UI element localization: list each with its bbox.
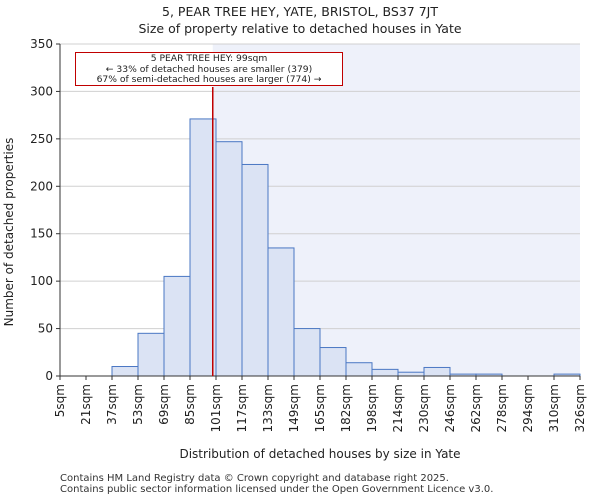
x-tick-label: 117sqm — [235, 384, 249, 432]
histogram-bar — [397, 371, 425, 377]
x-tick-label: 149sqm — [287, 384, 301, 432]
histogram-bar — [163, 275, 191, 377]
x-tick-label: 165sqm — [313, 384, 327, 432]
y-tick-label: 0 — [45, 369, 53, 383]
histogram-bar — [111, 366, 139, 377]
x-tick-label: 85sqm — [183, 384, 197, 425]
x-tick-label: 133sqm — [261, 384, 275, 432]
y-axis-label: Number of detached properties — [2, 138, 16, 327]
histogram-bar — [345, 362, 373, 377]
histogram-bar — [215, 141, 243, 377]
x-tick-label: 326sqm — [573, 384, 587, 432]
annotation-line-2: ← 33% of detached houses are smaller (37… — [105, 63, 313, 75]
x-tick-label: 278sqm — [495, 384, 509, 432]
x-tick-label: 230sqm — [417, 384, 431, 432]
histogram-bar — [267, 247, 295, 377]
x-axis-label: Distribution of detached houses by size … — [179, 447, 460, 461]
x-tick-label: 294sqm — [521, 384, 535, 432]
property-annotation-box: 5 PEAR TREE HEY: 99sqm ← 33% of detached… — [75, 52, 343, 86]
x-tick-label: 101sqm — [209, 384, 223, 432]
histogram-bar — [241, 163, 269, 377]
y-tick-label: 350 — [30, 37, 53, 51]
x-tick-label: 214sqm — [391, 384, 405, 432]
histogram-bar — [423, 366, 451, 377]
y-tick-label: 150 — [30, 227, 53, 241]
annotation-line-3: 67% of semi-detached houses are larger (… — [96, 74, 322, 85]
histogram-bar — [319, 347, 347, 377]
y-tick-label: 200 — [30, 179, 53, 193]
x-tick-label: 182sqm — [339, 384, 353, 432]
x-tick-label: 53sqm — [131, 384, 145, 425]
chart-title-main: 5, PEAR TREE HEY, YATE, BRISTOL, BS37 7J… — [162, 4, 438, 19]
x-tick-label: 5sqm — [53, 384, 67, 417]
annotation-line-1: 5 PEAR TREE HEY: 99sqm — [150, 53, 268, 64]
x-tick-label: 69sqm — [157, 384, 171, 425]
x-tick-label: 21sqm — [79, 384, 93, 425]
footer-copyright: Contains HM Land Registry data © Crown c… — [60, 473, 449, 484]
x-tick-label: 246sqm — [443, 384, 457, 432]
histogram-chart: 0 50 100 150 200 250 300 350 5sqm 21sqm 37sqm 53sqm… — [2, 37, 587, 461]
chart-title-sub: Size of property relative to detached ho… — [138, 21, 462, 36]
histogram-bar — [137, 332, 165, 377]
y-tick-label: 300 — [30, 84, 53, 98]
histogram-bar — [371, 368, 399, 377]
histogram-bar — [293, 328, 321, 377]
y-tick-label: 50 — [38, 322, 53, 336]
x-tick-label: 310sqm — [547, 384, 561, 432]
y-tick-label: 100 — [30, 274, 53, 288]
footer-licence: Contains public sector information licen… — [60, 484, 494, 495]
x-tick-label: 198sqm — [365, 384, 379, 432]
x-tick-label: 37sqm — [105, 384, 119, 425]
x-tick-label: 262sqm — [469, 384, 483, 432]
y-tick-label: 250 — [30, 132, 53, 146]
